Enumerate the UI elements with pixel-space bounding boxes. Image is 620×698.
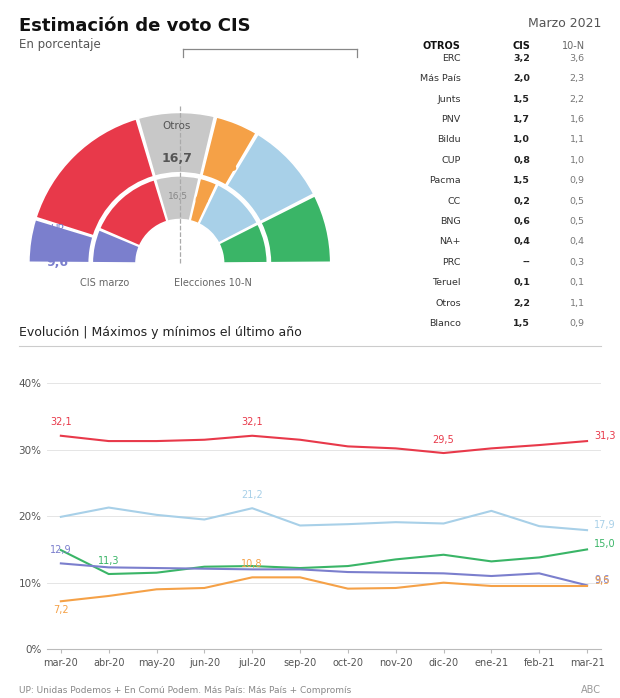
Text: 16,7: 16,7: [161, 151, 192, 165]
Text: Elecciones 10-N: Elecciones 10-N: [174, 279, 252, 288]
Text: 31,3: 31,3: [76, 187, 107, 200]
Text: 9,5: 9,5: [215, 161, 237, 174]
Text: PSOE: PSOE: [77, 156, 105, 165]
Wedge shape: [227, 134, 314, 222]
Text: BNG: BNG: [440, 217, 461, 226]
Text: 2,2: 2,2: [513, 299, 530, 308]
Text: UP: UP: [50, 225, 64, 235]
Text: 15,0: 15,0: [594, 540, 616, 549]
Text: 0,4: 0,4: [513, 237, 530, 246]
Text: 9,5: 9,5: [594, 576, 609, 586]
Text: 0,9: 0,9: [570, 176, 585, 185]
Text: 0,1: 0,1: [570, 279, 585, 287]
Text: CC: CC: [448, 197, 461, 205]
Text: Pacma: Pacma: [429, 176, 461, 185]
Text: 10-N: 10-N: [562, 41, 585, 52]
Text: 29,5: 29,5: [433, 435, 454, 445]
Text: Junts: Junts: [437, 94, 461, 103]
Text: 10,8: 10,8: [241, 559, 263, 569]
Text: Vox: Vox: [290, 214, 308, 224]
Text: ERC: ERC: [442, 54, 461, 63]
Text: 9,6: 9,6: [46, 255, 68, 269]
Wedge shape: [99, 179, 167, 246]
Text: 0,8: 0,8: [513, 156, 530, 165]
Text: 0,6: 0,6: [513, 217, 530, 226]
Text: Estimación de voto CIS: Estimación de voto CIS: [19, 17, 250, 36]
Text: 0,1: 0,1: [513, 279, 530, 287]
Text: NA+: NA+: [439, 237, 461, 246]
Text: 3,6: 3,6: [570, 54, 585, 63]
Text: 3,2: 3,2: [513, 54, 530, 63]
Text: CUP: CUP: [441, 156, 461, 165]
Text: 17,9: 17,9: [594, 520, 616, 530]
Text: 2,2: 2,2: [570, 94, 585, 103]
Text: CIS: CIS: [512, 41, 530, 52]
Text: 0,5: 0,5: [570, 217, 585, 226]
Text: PP: PP: [263, 159, 275, 169]
Text: 32,1: 32,1: [50, 417, 72, 427]
Text: 1,5: 1,5: [513, 176, 530, 185]
Text: 9,6: 9,6: [594, 575, 609, 586]
Text: PRC: PRC: [442, 258, 461, 267]
Text: Otros: Otros: [435, 299, 461, 308]
Wedge shape: [199, 184, 257, 243]
Text: 1,5: 1,5: [513, 319, 530, 328]
Text: UP: Unidas Podemos + En Comú Podem. Más País: Más País + Compromís: UP: Unidas Podemos + En Comú Podem. Más …: [19, 685, 351, 695]
Text: 12,9: 12,9: [50, 545, 72, 555]
Text: 15,0: 15,0: [283, 246, 314, 258]
Text: En porcentaje: En porcentaje: [19, 38, 100, 52]
Wedge shape: [29, 220, 93, 262]
Text: 31,3: 31,3: [594, 431, 616, 441]
Text: 20,8: 20,8: [216, 211, 236, 220]
Text: Teruel: Teruel: [432, 279, 461, 287]
Text: 1,6: 1,6: [570, 115, 585, 124]
Wedge shape: [190, 178, 217, 223]
Text: 0,4: 0,4: [570, 237, 585, 246]
Text: 11,3: 11,3: [98, 556, 120, 565]
Text: Blanco: Blanco: [429, 319, 461, 328]
Wedge shape: [156, 176, 199, 221]
Text: 32,1: 32,1: [241, 417, 263, 427]
Text: 2,0: 2,0: [513, 74, 530, 83]
Text: 1,7: 1,7: [513, 115, 530, 124]
Text: 0,2: 0,2: [513, 197, 530, 205]
Text: Cs: Cs: [219, 130, 232, 140]
Text: Bildu: Bildu: [437, 135, 461, 144]
Text: OTROS: OTROS: [423, 41, 461, 52]
Text: Otros: Otros: [162, 121, 191, 131]
Text: 12,8: 12,8: [105, 246, 125, 255]
Text: 1,0: 1,0: [570, 156, 585, 165]
Text: 7,2: 7,2: [53, 605, 69, 615]
Wedge shape: [138, 112, 215, 177]
Text: 0,9: 0,9: [570, 319, 585, 328]
Text: 28,0: 28,0: [126, 209, 146, 218]
Wedge shape: [261, 195, 330, 262]
Text: PNV: PNV: [441, 115, 461, 124]
Text: 0,3: 0,3: [570, 258, 585, 267]
Text: Marzo 2021: Marzo 2021: [528, 17, 601, 31]
Text: 1,0: 1,0: [513, 135, 530, 144]
Text: 16,5: 16,5: [168, 193, 188, 202]
Text: 1,1: 1,1: [570, 299, 585, 308]
Wedge shape: [219, 224, 267, 263]
Text: CIS marzo: CIS marzo: [80, 279, 129, 288]
Text: 21,2: 21,2: [241, 490, 263, 500]
Wedge shape: [36, 119, 154, 236]
Wedge shape: [202, 117, 256, 185]
Text: Más País: Más País: [420, 74, 461, 83]
Text: 6,8: 6,8: [195, 196, 209, 205]
Text: --: --: [522, 258, 530, 267]
Text: 0,5: 0,5: [570, 197, 585, 205]
Text: 1,5: 1,5: [513, 94, 530, 103]
Text: ABC: ABC: [582, 685, 601, 695]
Text: 1,1: 1,1: [570, 135, 585, 144]
Text: 17,9: 17,9: [254, 191, 285, 203]
Wedge shape: [92, 230, 140, 263]
Text: Evolución | Máximos y mínimos el último año: Evolución | Máximos y mínimos el último …: [19, 325, 301, 339]
Text: 15,1: 15,1: [234, 244, 254, 252]
Text: 2,3: 2,3: [570, 74, 585, 83]
